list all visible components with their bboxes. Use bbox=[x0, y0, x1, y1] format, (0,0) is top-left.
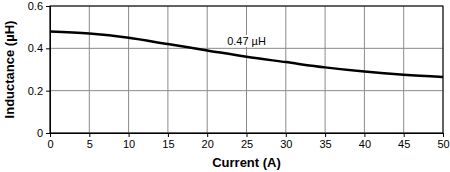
y-tick: 0 bbox=[37, 127, 50, 139]
x-axis-line bbox=[51, 134, 444, 138]
x-tick-label: 10 bbox=[123, 138, 135, 150]
x-tick-label: 30 bbox=[280, 138, 292, 150]
x-tick-label: 35 bbox=[319, 138, 331, 150]
y-tick-label: 0.6 bbox=[28, 0, 43, 12]
y-tick-mark bbox=[46, 6, 50, 7]
grid-line-x bbox=[403, 6, 404, 133]
annotation: 0.47 µH bbox=[225, 35, 268, 47]
y-tick-mark bbox=[46, 133, 50, 134]
x-tick: 40 bbox=[359, 133, 371, 150]
grid-line-x bbox=[128, 6, 129, 133]
grid-line-x bbox=[364, 6, 365, 133]
x-tick-label: 40 bbox=[359, 138, 371, 150]
x-tick: 30 bbox=[280, 133, 292, 150]
x-tick: 5 bbox=[87, 133, 93, 150]
y-tick: 0.6 bbox=[28, 0, 50, 12]
x-tick-mark bbox=[286, 133, 287, 137]
x-tick-mark bbox=[129, 133, 130, 137]
x-tick-label: 45 bbox=[398, 138, 410, 150]
x-tick-label: 20 bbox=[202, 138, 214, 150]
grid-line-y bbox=[50, 48, 443, 49]
chart: 0 5 10 15 20 25 30 35 40 45 50 0 0.2 0.4 0.6 0.47 µH Cur… bbox=[0, 0, 450, 172]
x-tick: 35 bbox=[319, 133, 331, 150]
x-tick-label: 25 bbox=[241, 138, 253, 150]
x-tick-label: 0 bbox=[47, 138, 53, 150]
series-group bbox=[50, 31, 443, 77]
x-axis: 0 5 10 15 20 25 30 35 40 45 50 bbox=[47, 133, 449, 150]
y-tick: 0.4 bbox=[28, 42, 50, 54]
plot-frame bbox=[50, 6, 443, 133]
series-line bbox=[50, 31, 443, 77]
x-tick: 20 bbox=[202, 133, 214, 150]
x-tick: 45 bbox=[398, 133, 410, 150]
y-axis-title: Inductance (µH) bbox=[2, 21, 17, 119]
x-tick-mark bbox=[89, 133, 90, 137]
y-tick-mark bbox=[46, 48, 50, 49]
x-axis-title: Current (A) bbox=[212, 155, 281, 170]
x-tick: 15 bbox=[162, 133, 174, 150]
y-tick-label: 0.4 bbox=[28, 42, 43, 54]
grid-line-x bbox=[285, 6, 286, 133]
grid-line-x bbox=[325, 6, 326, 133]
x-tick-label: 15 bbox=[162, 138, 174, 150]
x-tick-label: 50 bbox=[437, 138, 449, 150]
x-tick: 0 bbox=[47, 133, 53, 150]
y-axis: 0 0.2 0.4 0.6 bbox=[28, 0, 51, 139]
x-tick-mark bbox=[443, 133, 444, 137]
y-tick: 0.2 bbox=[28, 85, 50, 97]
plot: 0 5 10 15 20 25 30 35 40 45 50 0 0.2 0.4 0.6 0.47 µH bbox=[28, 0, 450, 150]
x-tick-mark bbox=[168, 133, 169, 137]
y-tick-label: 0 bbox=[37, 127, 43, 139]
x-tick-mark bbox=[325, 133, 326, 137]
x-tick-mark bbox=[404, 133, 405, 137]
x-tick: 50 bbox=[437, 133, 449, 150]
grid-line-x bbox=[167, 6, 168, 133]
x-tick-mark bbox=[207, 133, 208, 137]
x-tick: 25 bbox=[241, 133, 253, 150]
y-tick-label: 0.2 bbox=[28, 85, 43, 97]
x-tick-label: 5 bbox=[87, 138, 93, 150]
annotation-background bbox=[225, 35, 268, 47]
x-tick: 10 bbox=[123, 133, 135, 150]
grid-line-x bbox=[207, 6, 208, 133]
x-tick-mark bbox=[364, 133, 365, 137]
grid-line-x bbox=[246, 6, 247, 133]
y-axis-line bbox=[46, 7, 51, 134]
x-tick-mark bbox=[247, 133, 248, 137]
grid-line-y bbox=[50, 90, 443, 91]
grid-line-x bbox=[89, 6, 90, 133]
annotation-text: 0.47 µH bbox=[227, 35, 266, 47]
grid bbox=[50, 6, 443, 133]
y-tick-mark bbox=[46, 91, 50, 92]
